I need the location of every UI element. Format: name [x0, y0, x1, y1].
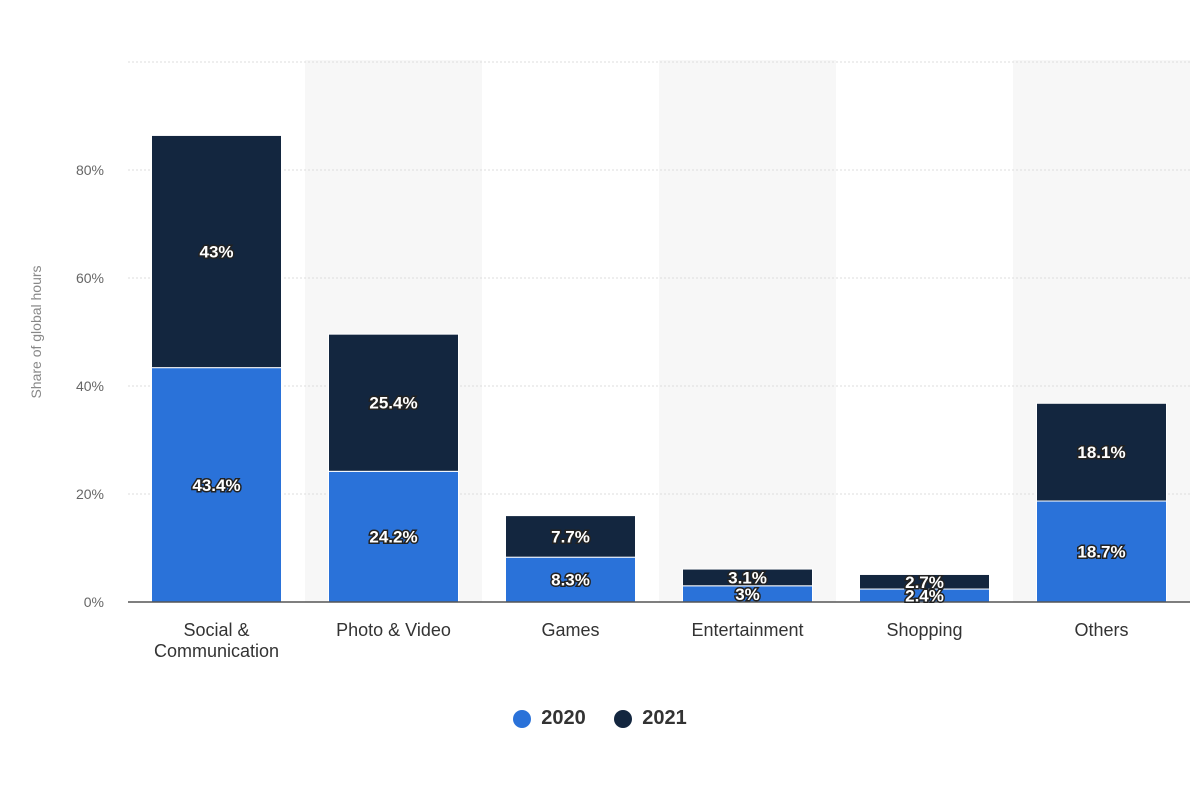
labels: 0% 20% 40% 60% 80% 43.4% 43% Social &Communicat…: [76, 162, 1129, 661]
data-label: 2.4%: [905, 587, 944, 606]
data-label: 43%: [199, 243, 233, 262]
x-tick-label: Social &: [183, 620, 249, 640]
bar-2021[interactable]: [1036, 402, 1167, 502]
stacked-bar-chart: 0% 20% 40% 60% 80% 43.4% 43% Social &Communicat…: [28, 60, 1190, 661]
bar-2021[interactable]: [151, 134, 282, 369]
x-tick-label: Communication: [154, 641, 279, 661]
data-label: 8.3%: [551, 571, 590, 590]
y-tick-label: 80%: [76, 162, 104, 178]
bars: [151, 134, 1167, 603]
bar-2020[interactable]: [1036, 500, 1167, 603]
data-label: 43.4%: [192, 476, 240, 495]
legend-marker-2020: [513, 709, 532, 728]
bar-2021[interactable]: [328, 333, 459, 472]
y-axis-title: Share of global hours: [28, 265, 44, 398]
data-label: 3.1%: [728, 568, 767, 587]
data-label: 25.4%: [369, 394, 417, 413]
x-tick-label: Games: [541, 620, 599, 640]
x-tick-label: Photo & Video: [336, 620, 451, 640]
legend-item-2020[interactable]: 2020: [513, 707, 586, 730]
category-band: [659, 60, 836, 602]
data-label: 18.1%: [1077, 443, 1125, 462]
data-label: 24.2%: [369, 528, 417, 547]
bar-2021[interactable]: [859, 573, 990, 590]
data-label: 7.7%: [551, 527, 590, 546]
category-bands: [305, 60, 1190, 602]
y-tick-label: 40%: [76, 378, 104, 394]
y-tick-label: 0%: [84, 594, 104, 610]
x-tick-label: Entertainment: [691, 620, 803, 640]
y-tick-label: 60%: [76, 270, 104, 286]
legend-item-2021[interactable]: 2021: [614, 707, 687, 730]
data-label: 3%: [735, 585, 760, 604]
bar-2021[interactable]: [682, 568, 813, 587]
legend-label-2021: 2021: [642, 707, 687, 729]
bar-2020[interactable]: [328, 470, 459, 603]
gridlines: [128, 61, 1190, 495]
data-label: 18.7%: [1077, 543, 1125, 562]
y-tick-label: 20%: [76, 486, 104, 502]
data-label: 2.7%: [905, 573, 944, 592]
bar-2020[interactable]: [151, 367, 282, 603]
bar-2021[interactable]: [505, 515, 636, 558]
x-tick-label: Shopping: [886, 620, 962, 640]
legend-label-2020: 2020: [541, 707, 586, 729]
legend-marker-2021: [614, 709, 633, 728]
x-tick-label: Others: [1074, 620, 1128, 640]
legend: 2020 2021: [0, 707, 1200, 733]
